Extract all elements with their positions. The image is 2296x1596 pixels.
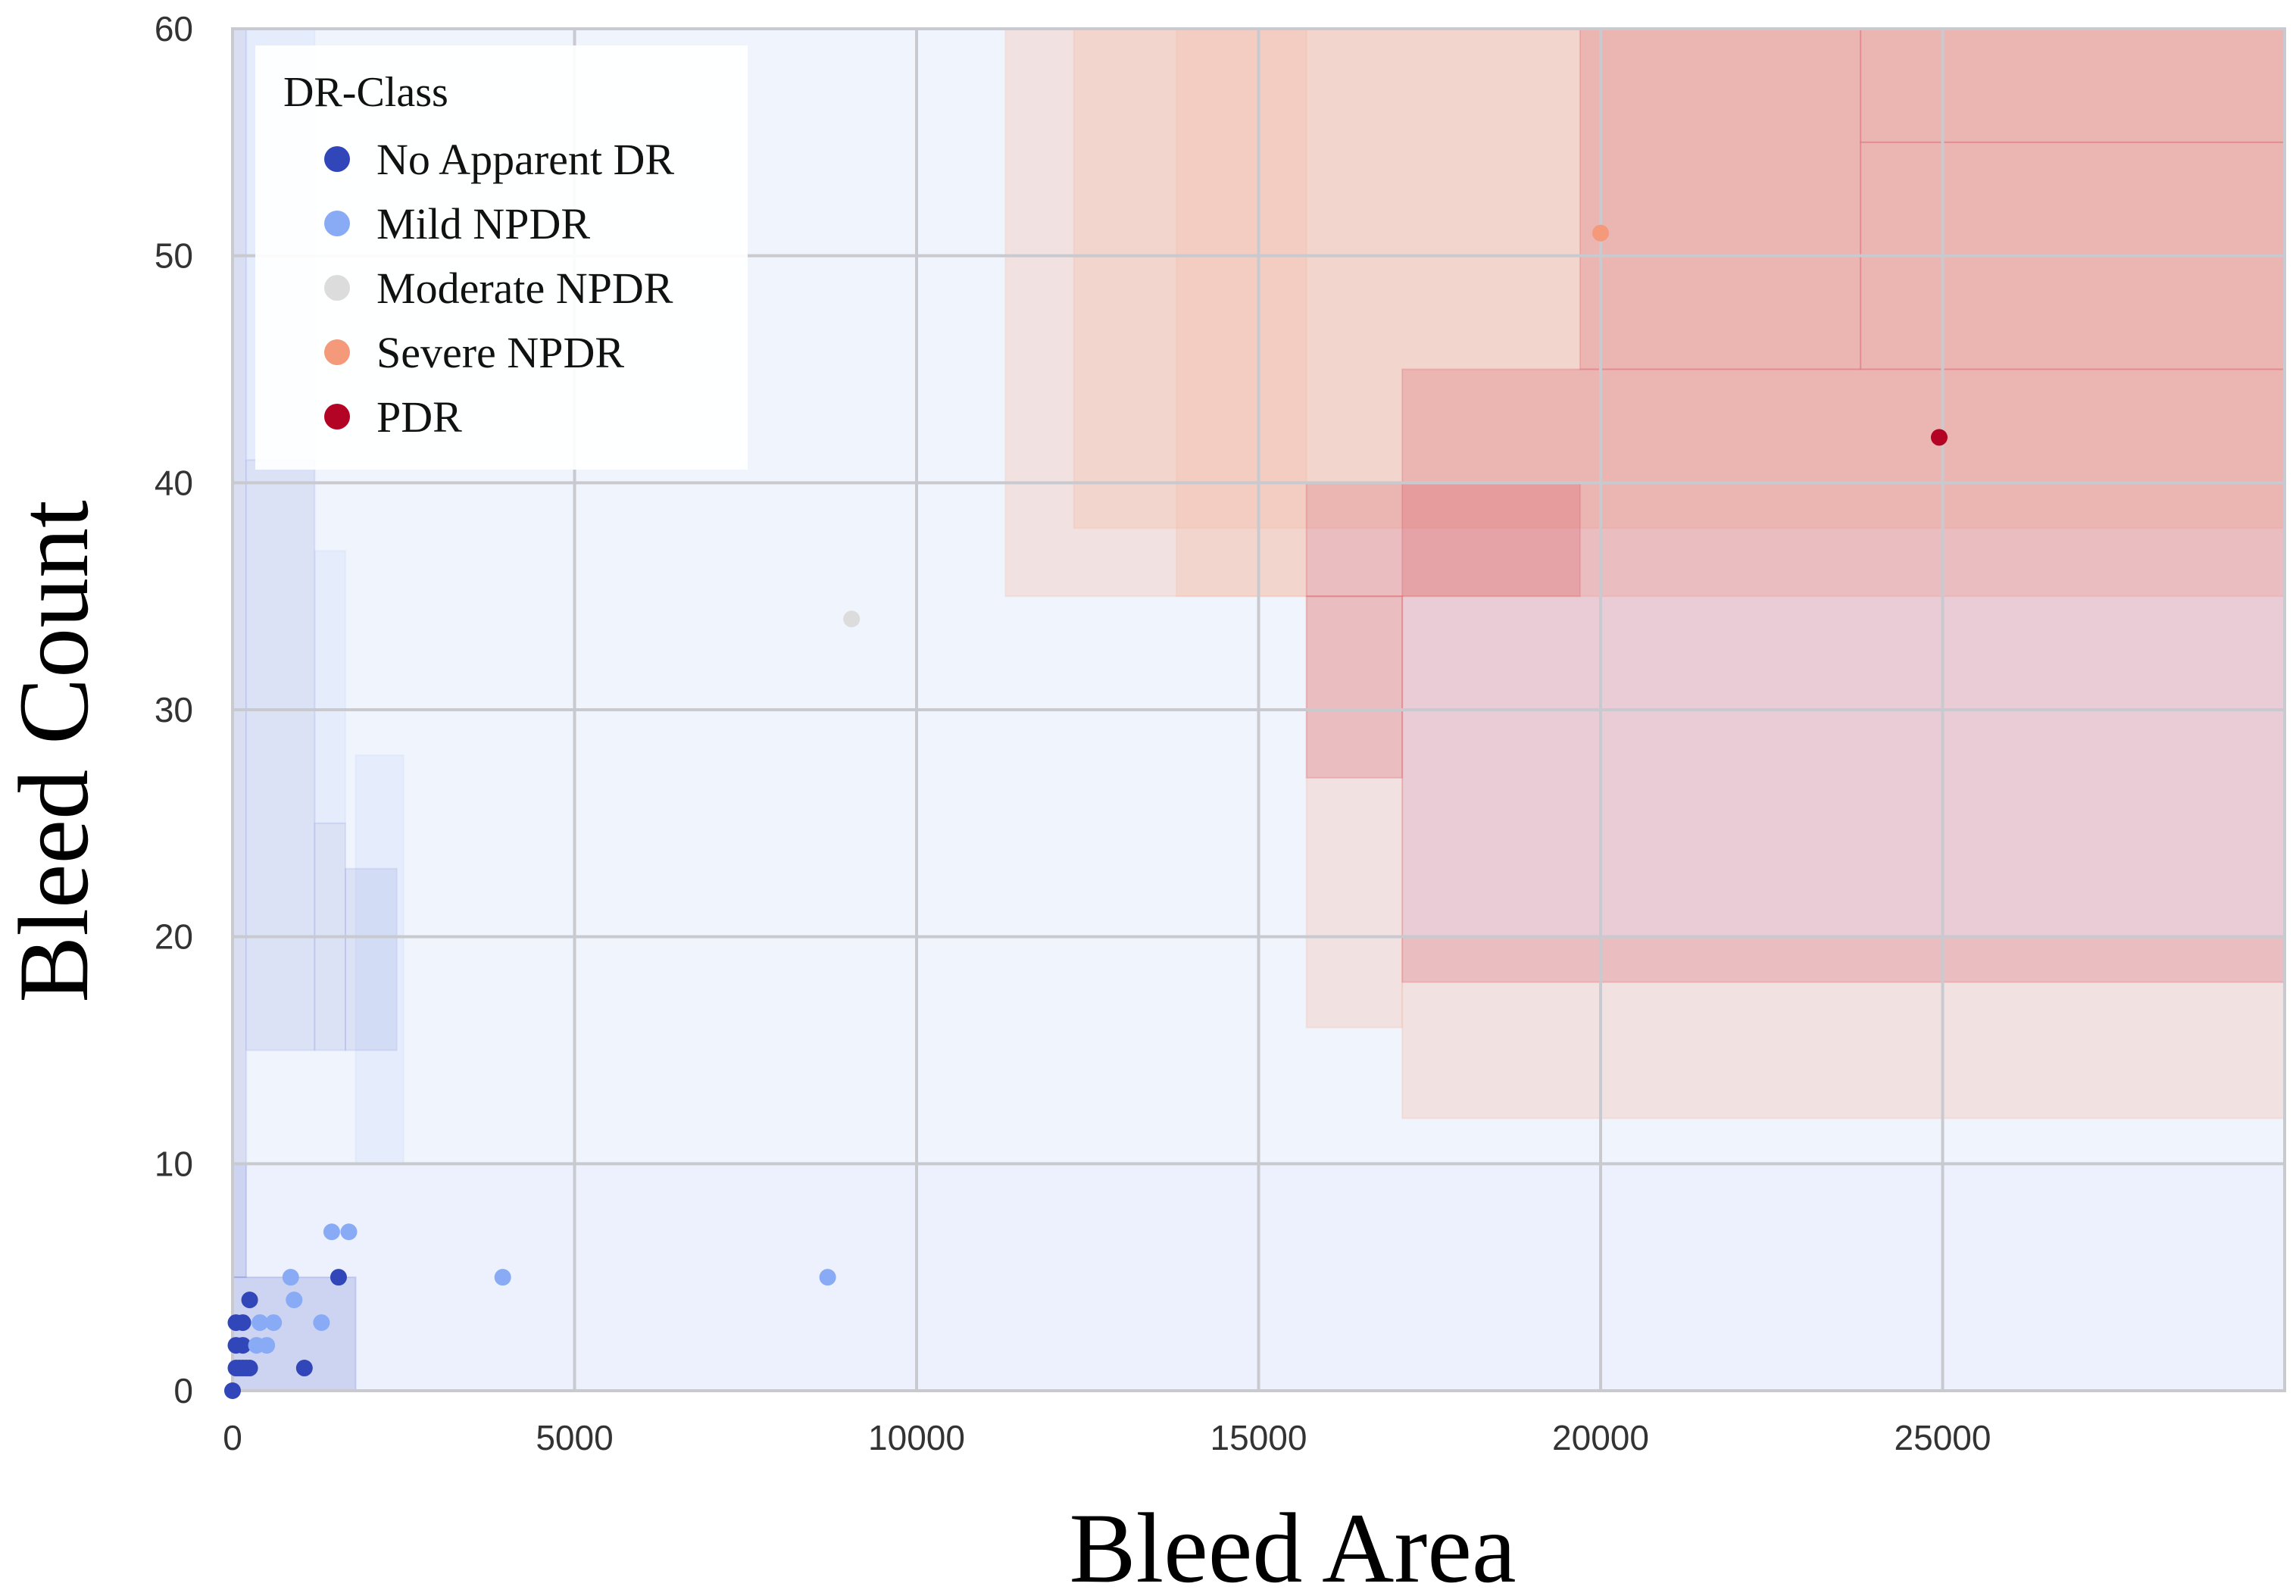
data-points	[224, 224, 1948, 1399]
decision-region-severe-npdr	[1176, 28, 1307, 598]
decision-region-severe-npdr	[1073, 28, 2285, 529]
decision-region-no-apparent-dr	[245, 459, 316, 1051]
data-point	[265, 1314, 283, 1332]
data-point	[494, 1269, 511, 1286]
data-point	[241, 1291, 258, 1309]
data-point	[330, 1269, 347, 1286]
series-severe-npdr	[1592, 224, 1609, 242]
y-tick-label: 40	[155, 463, 193, 502]
data-point	[282, 1269, 299, 1286]
data-point	[251, 1314, 269, 1332]
legend-title: DR-Class	[283, 69, 448, 116]
decision-region-severe-npdr	[1401, 935, 2285, 1120]
series-no-apparent-dr	[224, 1269, 347, 1399]
plot-frame	[231, 27, 2286, 1392]
x-tick-label: 15000	[1210, 1418, 1307, 1457]
tick-labels: 0 5000 10000 15000 20000 25000 0 10 20 30 40 50 60	[155, 9, 1991, 1457]
y-tick-label: 0	[173, 1371, 193, 1410]
legend-item: Severe NPDR	[324, 328, 624, 377]
legend-item: Moderate NPDR	[324, 264, 673, 313]
x-tick-label: 20000	[1552, 1418, 1649, 1457]
legend-marker	[324, 211, 350, 236]
legend-item: Mild NPDR	[324, 199, 590, 248]
data-point	[1592, 224, 1609, 242]
decision-region-pdr	[1579, 28, 1862, 370]
decision-region-no-apparent-dr	[344, 867, 398, 1051]
data-point	[295, 1360, 313, 1377]
data-point	[234, 1337, 251, 1354]
data-point	[286, 1291, 303, 1309]
decision-region-no-apparent-dr	[232, 28, 248, 1279]
x-tick-label: 10000	[868, 1418, 965, 1457]
x-axis-title: Bleed Area	[1069, 1492, 1516, 1596]
y-axis-title: Bleed Count	[0, 500, 109, 1003]
legend-marker	[324, 275, 350, 301]
series-mild-npdr	[248, 1223, 836, 1354]
data-point	[313, 1314, 330, 1332]
series-moderate-npdr	[843, 611, 861, 628]
y-tick-label: 30	[155, 690, 193, 729]
legend-marker	[324, 404, 350, 429]
decision-region-pdr	[1401, 368, 2285, 983]
decision-region-pdr	[1305, 595, 1404, 779]
legend-marker	[324, 339, 350, 365]
legend-item: PDR	[324, 392, 462, 442]
legend-box	[255, 45, 748, 470]
data-point	[1930, 429, 1948, 446]
data-point	[241, 1360, 258, 1377]
legend: DR-Class No Apparent DR Mild NPDR Moderate…	[255, 45, 748, 470]
data-point	[843, 611, 861, 628]
x-tick-label: 5000	[536, 1418, 613, 1457]
decision-region-mild-npdr	[355, 754, 405, 1165]
data-point	[323, 1223, 340, 1241]
data-point	[258, 1337, 276, 1354]
legend-item: No Apparent DR	[324, 135, 674, 184]
data-point	[234, 1314, 251, 1332]
data-point	[819, 1269, 836, 1286]
decision-region-severe-npdr	[1004, 28, 2285, 598]
series-pdr	[1930, 429, 1948, 446]
decision-region-mild-npdr	[314, 550, 346, 824]
y-tick-label: 20	[155, 917, 193, 957]
y-tick-label: 10	[155, 1144, 193, 1183]
legend-label: Severe NPDR	[376, 328, 624, 377]
legend-label: Mild NPDR	[376, 199, 590, 248]
legend-label: Moderate NPDR	[376, 264, 673, 313]
decision-region-severe-npdr	[1305, 595, 1404, 1029]
legend-label: No Apparent DR	[376, 135, 674, 184]
y-tick-label: 60	[155, 9, 193, 48]
legend-marker	[324, 146, 350, 172]
y-tick-label: 50	[155, 236, 193, 276]
data-point	[340, 1223, 358, 1241]
x-tick-label: 0	[223, 1418, 242, 1457]
decision-region-pdr	[1305, 482, 1581, 598]
data-point	[224, 1382, 241, 1399]
decision-region-pdr	[1860, 28, 2285, 143]
x-tick-label: 25000	[1895, 1418, 1991, 1457]
legend-items: No Apparent DR Mild NPDR Moderate NPDR Seve…	[324, 135, 674, 442]
legend-label: PDR	[376, 392, 462, 442]
